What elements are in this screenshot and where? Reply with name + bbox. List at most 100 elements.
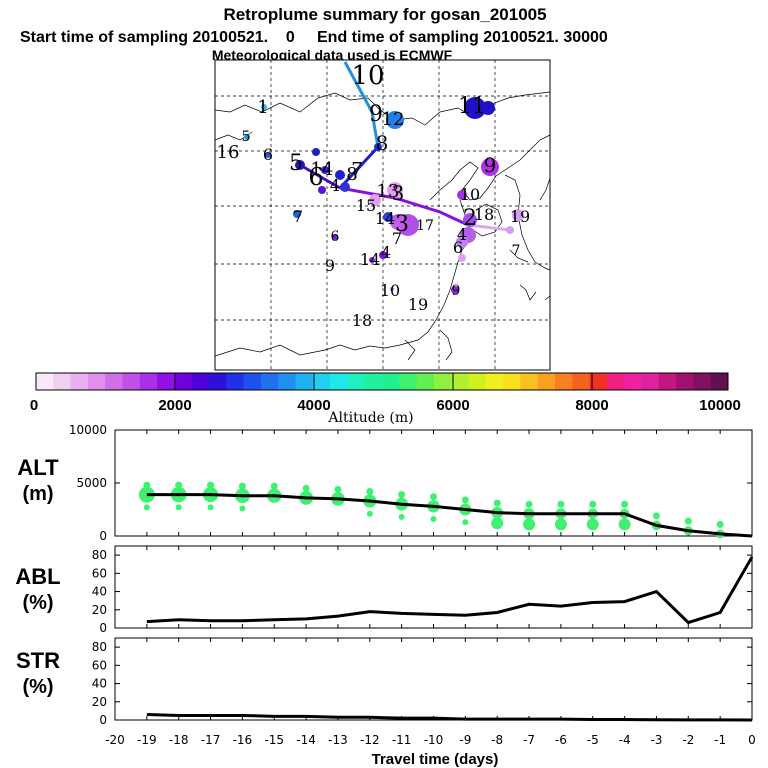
x-tick-label: -5 xyxy=(587,733,599,747)
alt-spread-dot xyxy=(461,496,469,504)
colorbar-cell xyxy=(503,373,521,390)
colorbar-cell xyxy=(710,373,729,390)
map-day-label: 9 xyxy=(325,256,335,275)
str-panel-frame xyxy=(114,637,753,721)
map-day-label: 4 xyxy=(330,176,340,195)
colorbar-cell xyxy=(468,373,487,390)
map-day-label: 3 xyxy=(392,181,405,205)
altitude-colorbar xyxy=(35,372,729,391)
map-day-label: 2 xyxy=(463,206,477,231)
x-tick-label: -18 xyxy=(169,733,189,747)
alt-spread-dot xyxy=(554,518,567,531)
plume-dot xyxy=(481,158,499,176)
alt-spread-dot xyxy=(523,518,536,531)
alt-spread-dot xyxy=(493,499,501,507)
x-tick-label: -8 xyxy=(491,733,503,747)
trajectory-segment xyxy=(343,61,380,148)
colorbar-cell xyxy=(260,373,279,390)
plume-dot xyxy=(451,286,459,294)
map-day-label: 9 xyxy=(484,153,497,177)
plume-dot xyxy=(464,97,486,119)
x-tick-label: -19 xyxy=(137,733,157,747)
alt-spread-dot xyxy=(618,518,631,531)
colorbar-cell xyxy=(105,373,123,390)
plume-dot xyxy=(369,194,381,206)
abl-ylabel-2: (%) xyxy=(22,592,53,614)
plume-dot xyxy=(456,236,468,248)
plume-dot xyxy=(265,152,271,158)
y-tick-label: 60 xyxy=(92,658,107,672)
alt-spread-dot xyxy=(238,482,246,490)
plume-dot xyxy=(379,251,387,259)
alt-spread-dot xyxy=(589,500,597,508)
alt-spread-dot xyxy=(175,481,183,489)
y-tick-label: 80 xyxy=(92,548,107,562)
map-plume-dots xyxy=(244,97,524,294)
plume-dot xyxy=(295,160,305,170)
alt-spread-dot xyxy=(491,517,504,530)
alt-spread-dot xyxy=(366,510,373,517)
abl-ylabel-1: ABL xyxy=(15,564,60,589)
map-coastline xyxy=(504,174,551,271)
plume-dot xyxy=(369,257,375,263)
alt-spread-dot xyxy=(239,505,246,512)
plume-dot xyxy=(340,182,350,192)
colorbar-cell xyxy=(589,373,608,390)
map-day-label: 10 xyxy=(460,185,480,204)
alt-spread-dot xyxy=(207,481,215,489)
colorbar-cell xyxy=(139,373,158,390)
x-tick-label: -11 xyxy=(392,733,412,747)
cbar-tick-4000: 4000 xyxy=(297,397,330,414)
x-tick-label: -13 xyxy=(328,733,348,747)
plume-dot xyxy=(374,143,382,151)
map-coastline xyxy=(509,249,529,263)
map-day-label: 10 xyxy=(380,281,400,300)
cbar-tick-6000: 6000 xyxy=(436,397,469,414)
map-day-label: 5 xyxy=(242,129,251,145)
str-ylabel-2: (%) xyxy=(22,676,53,698)
alt-spread-dot xyxy=(525,500,533,508)
plume-dot xyxy=(457,190,467,200)
colorbar-cell xyxy=(312,373,331,390)
str-panel-line xyxy=(146,713,753,722)
figure-title: Retroplume summary for gosan_201005 xyxy=(223,5,546,24)
map-coastline xyxy=(544,295,551,301)
cbar-tick-10000: 10000 xyxy=(699,397,741,414)
colorbar-cell xyxy=(243,373,262,390)
colorbar-cell xyxy=(658,373,677,390)
plume-dot xyxy=(390,287,394,291)
map-coastline xyxy=(439,329,453,361)
x-tick-label: -3 xyxy=(650,733,662,747)
colorbar-cell xyxy=(226,373,244,390)
colorbar-cell xyxy=(122,373,141,390)
colorbar-cell xyxy=(278,373,296,390)
map-coastline xyxy=(519,284,537,301)
plume-dot xyxy=(383,212,393,222)
plume-dot xyxy=(261,104,267,110)
x-tick-label: -9 xyxy=(459,733,471,747)
map-day-label: 8 xyxy=(346,164,357,185)
map-day-label: 16 xyxy=(217,142,240,163)
y-tick-label: 0 xyxy=(99,713,107,727)
plume-dot xyxy=(335,170,345,180)
alt-spread-dot xyxy=(430,493,437,501)
trajectory-segment xyxy=(299,163,341,190)
colorbar-cell xyxy=(520,373,539,390)
alt-spread-dot xyxy=(586,518,599,531)
colorbar-cell xyxy=(330,373,348,390)
alt-spread-dot xyxy=(557,500,565,508)
y-tick-label: 40 xyxy=(92,585,107,599)
alt-spread-dot xyxy=(716,520,724,528)
x-tick-label: -15 xyxy=(264,733,284,747)
plume-dot xyxy=(244,134,250,140)
map-day-label: 6 xyxy=(331,229,340,245)
trajectory-segment xyxy=(467,223,511,232)
colorbar-cell xyxy=(676,373,694,390)
cbar-tick-0: 0 xyxy=(30,397,38,414)
plume-dot xyxy=(463,213,477,227)
map-day-label: 15 xyxy=(356,196,376,215)
